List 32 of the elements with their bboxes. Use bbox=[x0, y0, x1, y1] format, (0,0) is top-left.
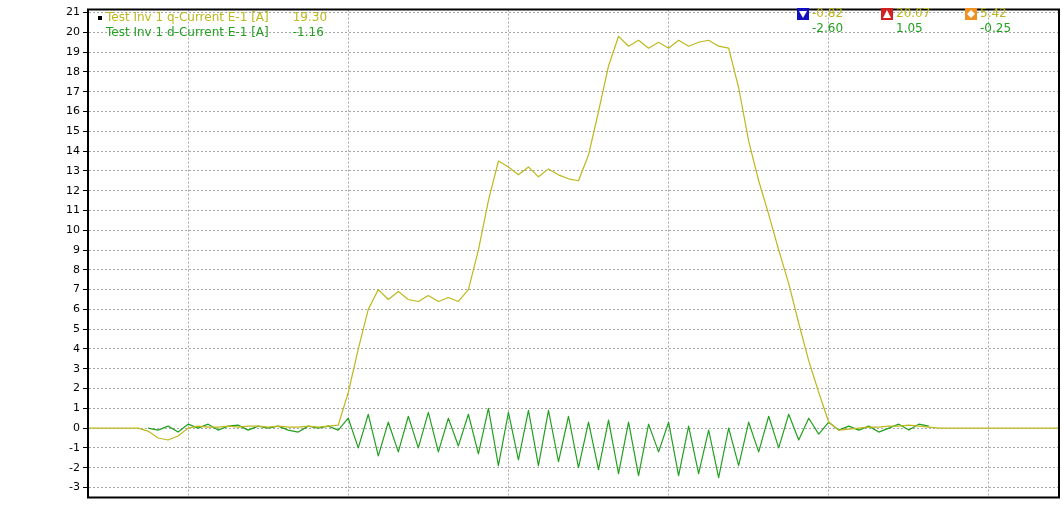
y-tick-label: 17 bbox=[66, 84, 80, 98]
y-tick-label: -1 bbox=[69, 440, 80, 454]
y-tick-label: 3 bbox=[73, 361, 80, 375]
y-tick-label: 8 bbox=[73, 262, 80, 276]
y-tick-label: 0 bbox=[73, 420, 80, 434]
y-tick-label: 20 bbox=[66, 25, 80, 39]
y-tick-label: -3 bbox=[69, 480, 80, 494]
annotation: -2.60 bbox=[811, 21, 845, 36]
y-tick-label: 15 bbox=[66, 124, 80, 138]
text: Test Inv 1 q-Current E-1 [A] bbox=[106, 10, 269, 25]
annotation: 1.05 bbox=[895, 21, 924, 36]
y-tick-label: 16 bbox=[66, 104, 80, 118]
y-tick-label: 11 bbox=[66, 203, 80, 217]
y-tick-label: 9 bbox=[73, 242, 80, 256]
y-tick-label: 4 bbox=[73, 341, 80, 355]
y-tick-label: 2 bbox=[73, 381, 80, 395]
text: Test Inv 1 d-Current E-1 [A] bbox=[106, 25, 269, 40]
y-tick-label: 5 bbox=[73, 322, 80, 336]
annotation: 19.30 bbox=[292, 10, 328, 25]
y-tick-label: -2 bbox=[69, 460, 80, 474]
y-tick-label: 1 bbox=[73, 401, 80, 415]
y-tick-label: 10 bbox=[66, 223, 80, 237]
y-tick-label: 6 bbox=[73, 302, 80, 316]
annotation: -0.25 bbox=[979, 21, 1013, 36]
y-tick-label: 7 bbox=[73, 282, 80, 296]
y-tick-label: 19 bbox=[66, 45, 80, 58]
y-tick-label: 18 bbox=[66, 64, 80, 78]
y-tick-label: 12 bbox=[66, 183, 80, 197]
y-tick-label: 13 bbox=[66, 163, 80, 177]
y-tick-label: 14 bbox=[66, 143, 80, 157]
annotation: -1.16 bbox=[292, 25, 324, 40]
y-tick-label: 21 bbox=[66, 5, 80, 19]
